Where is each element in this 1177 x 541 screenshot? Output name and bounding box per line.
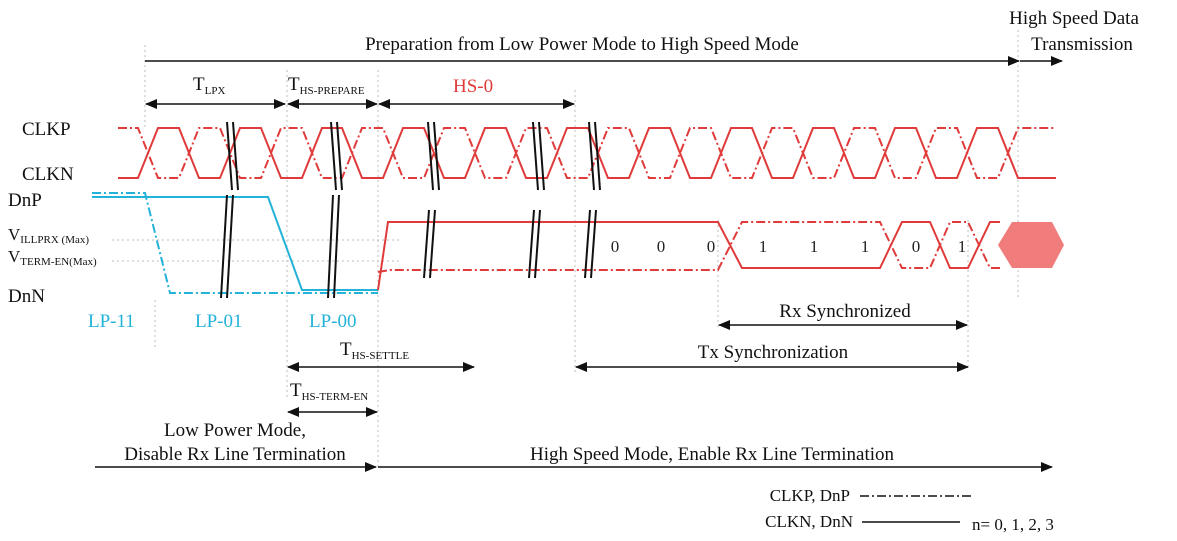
bit-7: 1 — [958, 237, 967, 256]
hs-burst — [998, 222, 1064, 268]
hs-data-label-line2: Transmission — [1031, 34, 1133, 55]
bit-values: 0 0 0 1 1 1 0 1 — [611, 237, 967, 256]
data-lane-lp — [92, 192, 378, 294]
dnn-label: DnN — [8, 286, 45, 307]
hs-data-label-line1: High Speed Data — [1009, 8, 1139, 29]
clkp-waveform — [118, 127, 1056, 179]
tx-sync-label: Tx Synchronization — [698, 342, 849, 363]
hs0-label: HS-0 — [453, 76, 493, 97]
t-hs-prepare-label: THS-PREPARE — [288, 74, 365, 97]
v-illprx-label: VILLPRX (Max) — [8, 225, 89, 246]
clock-lanes — [118, 127, 1056, 179]
v-term-en-label: VTERM-EN(Max) — [8, 247, 97, 268]
sync-arrows — [287, 320, 969, 417]
clkp-label: CLKP — [22, 119, 71, 140]
data-lane-hs — [377, 221, 1000, 291]
legend-dashdot-label: CLKP, DnP — [770, 486, 850, 505]
dnn-hs-dashdot — [377, 221, 1000, 273]
low-power-mode-line1: Low Power Mode, — [164, 420, 306, 441]
lp01-label: LP-01 — [195, 311, 243, 332]
legend: CLKP, DnP CLKN, DnN n= 0, 1, 2, 3 — [765, 486, 1054, 534]
bit-3: 1 — [759, 237, 768, 256]
bit-6: 0 — [912, 237, 921, 256]
bit-4: 1 — [810, 237, 819, 256]
preparation-label: Preparation from Low Power Mode to High … — [365, 34, 799, 55]
high-speed-mode-label: High Speed Mode, Enable Rx Line Terminat… — [530, 444, 894, 465]
top-timing-arrows — [145, 56, 1063, 109]
dnp-lp-waveform — [92, 196, 378, 291]
bit-5: 1 — [861, 237, 870, 256]
low-power-mode-line2: Disable Rx Line Termination — [124, 444, 346, 465]
break-marks — [220, 121, 601, 299]
dnn-lp-waveform — [92, 192, 378, 294]
legend-solid-label: CLKN, DnN — [765, 512, 853, 531]
lp00-label: LP-00 — [309, 311, 357, 332]
bit-0: 0 — [611, 237, 620, 256]
bit-2: 0 — [707, 237, 716, 256]
guide-lines — [112, 30, 1019, 470]
legend-n-values: n= 0, 1, 2, 3 — [972, 515, 1054, 534]
bit-1: 0 — [657, 237, 666, 256]
dnp-label: DnP — [8, 190, 42, 211]
t-hs-term-en-label: THS-TERM-EN — [290, 380, 368, 403]
clkn-waveform — [118, 127, 1056, 179]
clkn-label: CLKN — [22, 164, 74, 185]
lp11-label: LP-11 — [88, 311, 135, 332]
rx-sync-label: Rx Synchronized — [779, 301, 911, 322]
dnp-hs-solid — [377, 221, 1000, 291]
t-lpx-label: TLPX — [193, 74, 225, 97]
t-hs-settle-label: THS-SETTLE — [340, 339, 409, 362]
